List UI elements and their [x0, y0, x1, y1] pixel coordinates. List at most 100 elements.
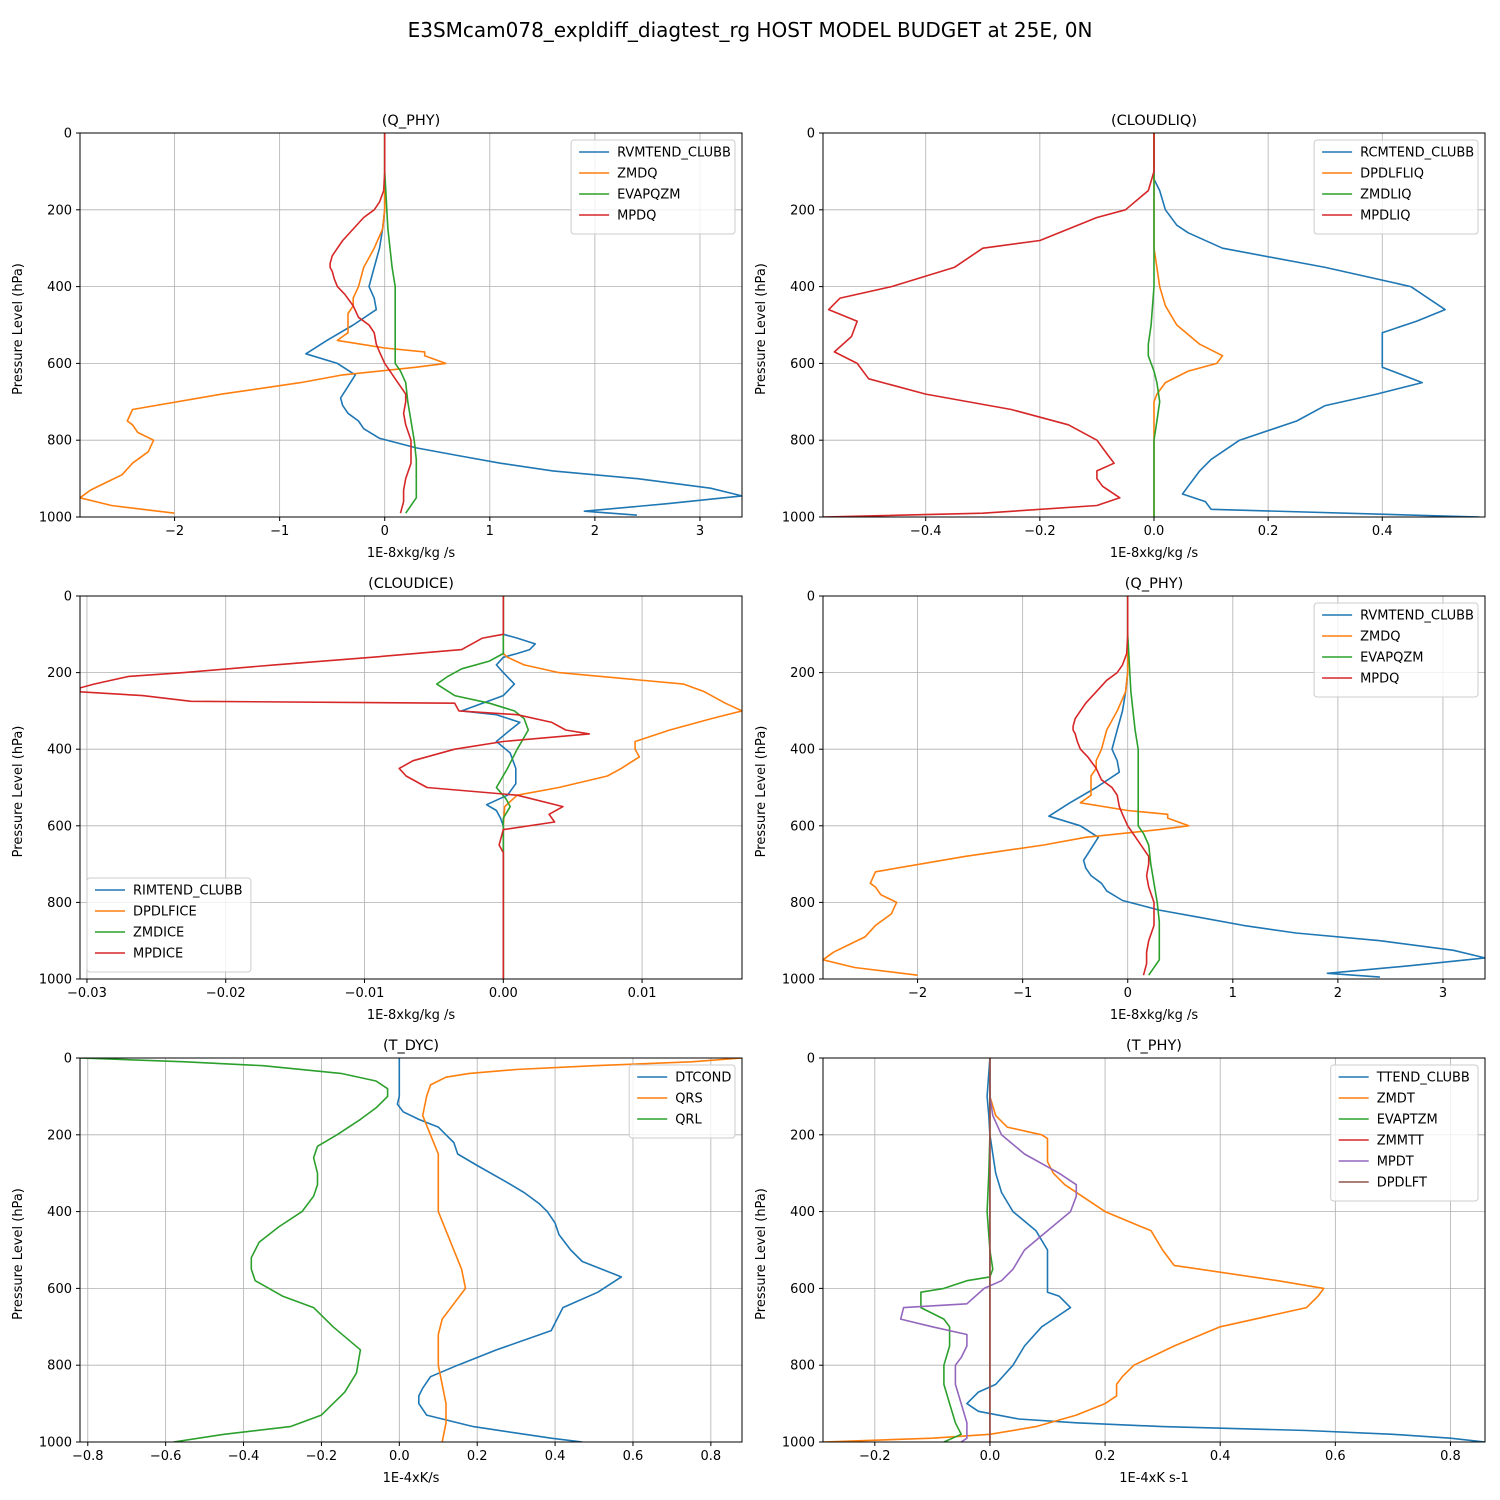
legend: RIMTEND_CLUBB DPDLFICE ZMDICE MPDICE: [86, 877, 252, 973]
y-tick-label: 0: [807, 590, 815, 605]
x-tick-label: 0.4: [1372, 524, 1393, 539]
y-axis-label: Pressure Level (hPa): [754, 726, 769, 858]
legend-label: EVAPQZM: [1360, 651, 1423, 666]
chart-panel-4: −2 −1 0 1 2 3 0 200 400 600 800 1000 (Q_PHY) 1E-8xkg/…: [754, 576, 1486, 1023]
x-tick-label: 0: [1124, 986, 1132, 1001]
legend-label: RVMTEND_CLUBB: [1360, 609, 1474, 624]
x-tick-label: −1: [1013, 986, 1032, 1001]
y-tick-label: 600: [47, 357, 72, 372]
chart-panel-6: −0.2 0.0 0.2 0.4 0.6 0.8 0 200 400 600 800 1000 (T_P…: [754, 1038, 1486, 1486]
y-tick-label: 800: [47, 896, 72, 911]
y-tick-label: 600: [790, 1282, 815, 1297]
y-tick-label: 1000: [39, 511, 72, 526]
legend-box: [1330, 1064, 1479, 1202]
legend-label: DTCOND: [675, 1071, 731, 1086]
x-axis-label: 1E-8xkg/kg /s: [1110, 546, 1199, 561]
x-axis-label: 1E-8xkg/kg /s: [367, 546, 456, 561]
chart-panel-2: −0.4 −0.2 0.0 0.2 0.4 0 200 400 600 800 1000 (CLOUD…: [754, 113, 1486, 561]
y-tick-label: 1000: [782, 1436, 815, 1451]
legend-label: RVMTEND_CLUBB: [617, 146, 731, 161]
y-tick-label: 800: [47, 434, 72, 449]
y-tick-label: 1000: [39, 1436, 72, 1451]
y-tick-label: 200: [47, 666, 72, 681]
x-tick-label: 3: [1439, 986, 1447, 1001]
x-tick-label: 0.8: [701, 1449, 722, 1464]
legend-label: MPDQ: [1360, 672, 1399, 687]
x-tick-label: 0.2: [467, 1449, 488, 1464]
x-axis-label: 1E-4xK s-1: [1119, 1471, 1189, 1486]
chart-panel-5: −0.8 −0.6 −0.4 −0.2 0.0 0.2 0.4 0.6 0.8 0 200 400 60…: [11, 1038, 743, 1486]
y-axis-label: Pressure Level (hPa): [11, 726, 26, 858]
y-tick-label: 800: [790, 1359, 815, 1374]
series-group: [80, 596, 742, 979]
legend-label: DPDLFT: [1377, 1176, 1427, 1191]
x-tick-label: −0.4: [910, 524, 942, 539]
panel-title: (T_DYC): [383, 1038, 439, 1054]
y-tick-label: 600: [790, 357, 815, 372]
x-tick-label: 0.6: [623, 1449, 644, 1464]
series-line-mpdq: [1072, 596, 1155, 976]
series-line-mpdq: [329, 133, 412, 514]
y-tick-label: 200: [790, 666, 815, 681]
axes-frame: [822, 1057, 1486, 1443]
x-tick-label: −0.6: [150, 1449, 182, 1464]
series-line-zmdq: [80, 133, 447, 514]
legend-label: RIMTEND_CLUBB: [133, 884, 243, 899]
series-line-mpdice: [80, 596, 591, 979]
legend-box: [1313, 602, 1479, 698]
y-tick-label: 800: [790, 434, 815, 449]
y-tick-label: 400: [790, 280, 815, 295]
figure-title: E3SMcam078_expldiff_diagtest_rg HOST MOD…: [408, 18, 1093, 42]
x-tick-label: 0.0: [389, 1449, 410, 1464]
y-tick-label: 400: [790, 1205, 815, 1220]
x-tick-label: 0.2: [1258, 524, 1279, 539]
series-group: [80, 1058, 742, 1442]
legend: TTEND_CLUBB ZMDT EVAPTZM ZMMTT MPDT DPDLFT: [1330, 1064, 1479, 1202]
y-tick-label: 1000: [782, 511, 815, 526]
axes-frame: [822, 595, 1486, 980]
legend-label: TTEND_CLUBB: [1376, 1071, 1470, 1086]
x-tick-label: 0.6: [1325, 1449, 1346, 1464]
series-line-rvmtend_clubb: [305, 133, 742, 516]
legend-label: DPDLFICE: [133, 905, 197, 920]
y-tick-label: 200: [790, 203, 815, 218]
legend-label: DPDLFLIQ: [1360, 167, 1424, 182]
y-tick-label: 200: [47, 203, 72, 218]
x-tick-label: 0.0: [1144, 524, 1165, 539]
legend-label: QRS: [675, 1092, 703, 1107]
x-tick-label: −0.2: [859, 1449, 891, 1464]
legend-label: RCMTEND_CLUBB: [1360, 146, 1474, 161]
x-tick-label: 2: [1334, 986, 1342, 1001]
x-tick-label: −1: [270, 524, 289, 539]
legend-label: QRL: [675, 1113, 702, 1128]
x-tick-label: −0.03: [67, 986, 107, 1001]
x-tick-label: −0.8: [72, 1449, 104, 1464]
series-line-evaptzm: [920, 1058, 994, 1442]
series-line-ttend_clubb: [966, 1058, 1485, 1442]
series-group: [823, 1058, 1485, 1442]
legend-label: ZMDLIQ: [1360, 188, 1411, 203]
y-axis-label: Pressure Level (hPa): [754, 1188, 769, 1320]
x-tick-label: 3: [696, 524, 704, 539]
series-line-qrs: [421, 1058, 742, 1442]
y-tick-label: 0: [807, 127, 815, 142]
x-axis-label: 1E-8xkg/kg /s: [367, 1008, 456, 1023]
series-line-evapqzm: [1126, 596, 1161, 976]
legend-label: EVAPQZM: [617, 188, 680, 203]
x-tick-label: −2: [908, 986, 927, 1001]
y-tick-label: 600: [790, 819, 815, 834]
series-line-zmdt: [823, 1058, 1325, 1442]
panel-title: (T_PHY): [1126, 1038, 1182, 1054]
legend-label: ZMDICE: [133, 926, 184, 941]
y-axis-label: Pressure Level (hPa): [754, 263, 769, 395]
legend: RVMTEND_CLUBB ZMDQ EVAPQZM MPDQ: [1313, 602, 1479, 698]
legend: RVMTEND_CLUBB ZMDQ EVAPQZM MPDQ: [570, 139, 736, 235]
y-tick-label: 200: [790, 1128, 815, 1143]
panel-title: (Q_PHY): [1125, 576, 1183, 592]
y-axis-label: Pressure Level (hPa): [11, 263, 26, 395]
legend-box: [570, 139, 736, 235]
legend-label: MPDQ: [617, 209, 656, 224]
series-line-mpdt: [899, 1058, 1078, 1442]
x-tick-label: 0: [381, 524, 389, 539]
